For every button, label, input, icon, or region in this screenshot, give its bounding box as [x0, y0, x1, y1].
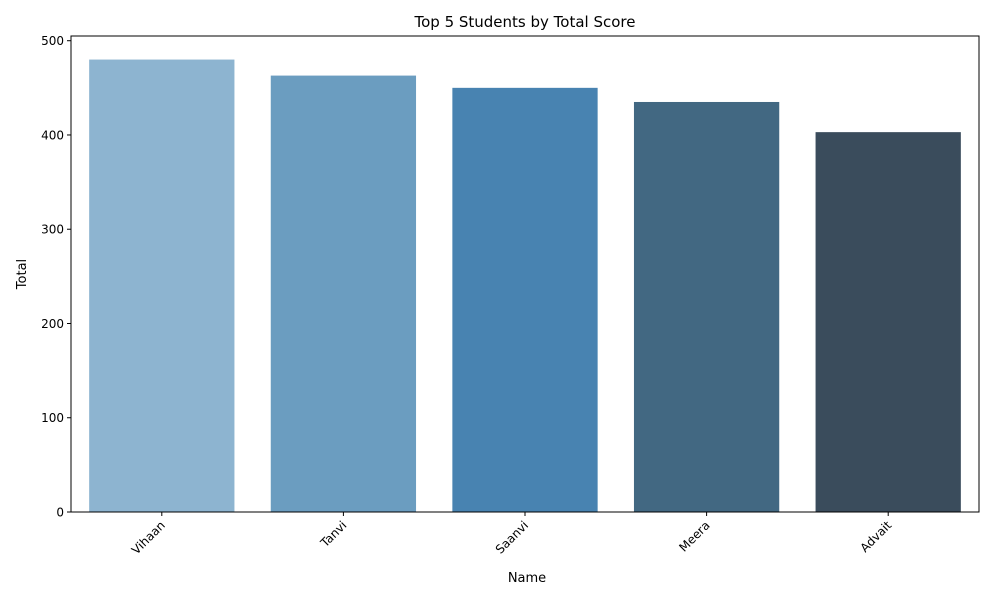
- y-tick-label-2: 200: [41, 317, 64, 331]
- x-tick-label-vihaan: Vihaan: [129, 518, 168, 557]
- x-tick-label-saanvi: Saanvi: [493, 518, 531, 556]
- bar-meera: [633, 101, 780, 513]
- y-axis: 0 100 200 300 400 500: [41, 34, 71, 520]
- x-axis: Vihaan Tanvi Saanvi Meera Advait: [129, 512, 895, 557]
- x-tick-label-meera: Meera: [676, 518, 712, 554]
- bar-tanvi: [270, 75, 417, 512]
- plot-frame: [70, 35, 980, 513]
- y-axis-label: Total: [15, 259, 30, 290]
- bar-vihaan: [89, 59, 235, 512]
- y-tick-label-3: 300: [41, 223, 64, 237]
- y-tick-label-0: 0: [56, 506, 64, 520]
- y-tick-label-1: 100: [41, 411, 64, 425]
- y-tick-label-4: 400: [41, 128, 64, 142]
- chart-title: Top 5 Students by Total Score: [413, 13, 635, 31]
- x-axis-label: Name: [508, 571, 546, 586]
- bar-advait: [815, 132, 961, 512]
- x-tick-label-advait: Advait: [857, 518, 894, 555]
- bars: [89, 59, 961, 513]
- y-tick-label-5: 500: [41, 34, 64, 48]
- x-tick-label-tanvi: Tanvi: [317, 518, 349, 550]
- bar-saanvi: [452, 87, 598, 512]
